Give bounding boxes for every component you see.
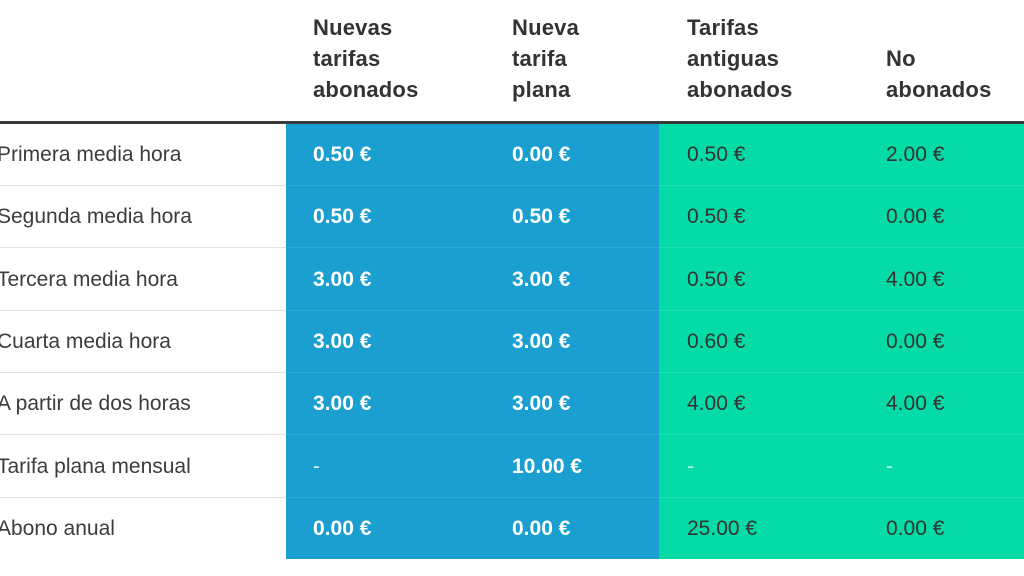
column-header-nueva-tarifa-plana: Nueva tarifa plana bbox=[512, 15, 580, 102]
row-divider bbox=[659, 496, 1024, 498]
row-divider bbox=[286, 371, 659, 373]
table-cell: 25.00 € bbox=[687, 516, 758, 540]
table-row: Cuarta media hora 3.00 € 3.00 € 0.60 € 0.00 … bbox=[0, 311, 1024, 373]
row-divider bbox=[286, 434, 659, 436]
table-cell: 0.00 € bbox=[886, 205, 945, 229]
row-divider bbox=[0, 247, 286, 249]
table-cell: 0.00 € bbox=[313, 516, 372, 540]
row-label: A partir de dos horas bbox=[0, 392, 191, 416]
header-divider bbox=[0, 121, 1024, 124]
row-divider bbox=[286, 247, 659, 249]
table-cell: 3.00 € bbox=[313, 267, 372, 291]
table-cell: - bbox=[687, 454, 694, 478]
row-label: Tercera media hora bbox=[0, 267, 178, 291]
table-cell: 0.50 € bbox=[687, 205, 746, 229]
table-cell: - bbox=[313, 454, 320, 478]
row-divider bbox=[659, 371, 1024, 373]
row-label: Abono anual bbox=[0, 516, 115, 540]
column-header-nuevas-tarifas-abonados: Nuevas tarifas abonados bbox=[313, 15, 419, 102]
row-divider bbox=[659, 434, 1024, 436]
table-cell: 3.00 € bbox=[313, 329, 372, 353]
column-header-no-abonados: No abonados bbox=[886, 46, 992, 102]
table-row: A partir de dos horas 3.00 € 3.00 € 4.00 € 4… bbox=[0, 373, 1024, 436]
table-cell: 3.00 € bbox=[512, 392, 571, 416]
row-label: Tarifa plana mensual bbox=[0, 454, 191, 478]
column-header-tarifas-antiguas-abonados: Tarifas antiguas abonados bbox=[687, 15, 793, 102]
table-cell: 4.00 € bbox=[886, 392, 945, 416]
row-divider bbox=[286, 185, 659, 186]
table-cell: - bbox=[886, 454, 893, 478]
table-row: Primera media hora 0.50 € 0.00 € 0.50 € 2.00… bbox=[0, 124, 1024, 186]
table-cell: 4.00 € bbox=[687, 392, 746, 416]
row-label: Primera media hora bbox=[0, 143, 182, 166]
table-cell: 0.00 € bbox=[512, 516, 571, 540]
table-cell: 0.00 € bbox=[512, 143, 571, 166]
table-cell: 2.00 € bbox=[886, 143, 945, 166]
table-cell: 0.50 € bbox=[512, 205, 571, 229]
table-cell: 10.00 € bbox=[512, 454, 583, 478]
table-cell: 3.00 € bbox=[512, 329, 571, 353]
table-cell: 0.50 € bbox=[313, 143, 372, 166]
table-cell: 0.00 € bbox=[886, 329, 945, 353]
table-cell: 4.00 € bbox=[886, 267, 945, 291]
row-divider bbox=[659, 247, 1024, 249]
row-divider bbox=[286, 309, 659, 311]
row-divider bbox=[0, 185, 286, 186]
table-row: Abono anual 0.00 € 0.00 € 25.00 € 0.00 € bbox=[0, 498, 1024, 560]
row-label: Cuarta media hora bbox=[0, 329, 171, 353]
table-cell: 3.00 € bbox=[313, 392, 372, 416]
row-divider bbox=[0, 496, 286, 498]
table-cell: 0.50 € bbox=[687, 267, 746, 291]
old-tariffs-column-background bbox=[659, 123, 1024, 559]
row-divider bbox=[659, 185, 1024, 186]
row-divider bbox=[0, 434, 286, 436]
table-cell: 0.60 € bbox=[687, 329, 746, 353]
table-row: Segunda media hora 0.50 € 0.50 € 0.50 € 0.00… bbox=[0, 186, 1024, 249]
table-cell: 0.50 € bbox=[313, 205, 372, 229]
row-divider bbox=[659, 309, 1024, 311]
table-cell: 0.50 € bbox=[687, 143, 746, 166]
table-cell: 3.00 € bbox=[512, 267, 571, 291]
row-divider bbox=[0, 309, 286, 311]
row-label: Segunda media hora bbox=[0, 205, 192, 229]
new-tariffs-column-background bbox=[286, 123, 659, 559]
table-row: Tarifa plana mensual - 10.00 € - - bbox=[0, 436, 1024, 498]
row-divider bbox=[286, 496, 659, 498]
table-cell: 0.00 € bbox=[886, 516, 945, 540]
row-divider bbox=[0, 371, 286, 373]
table-row: Tercera media hora 3.00 € 3.00 € 0.50 € 4.00… bbox=[0, 249, 1024, 311]
